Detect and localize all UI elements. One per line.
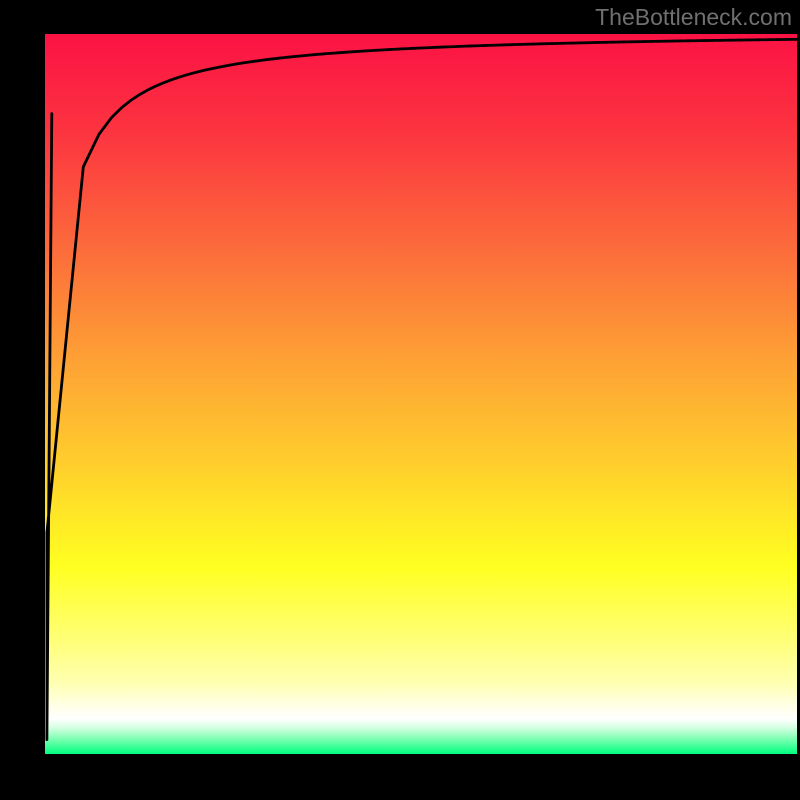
chart-stage: TheBottleneck.com — [0, 0, 800, 800]
plot-area — [45, 34, 797, 754]
attribution-text: TheBottleneck.com — [595, 4, 792, 31]
